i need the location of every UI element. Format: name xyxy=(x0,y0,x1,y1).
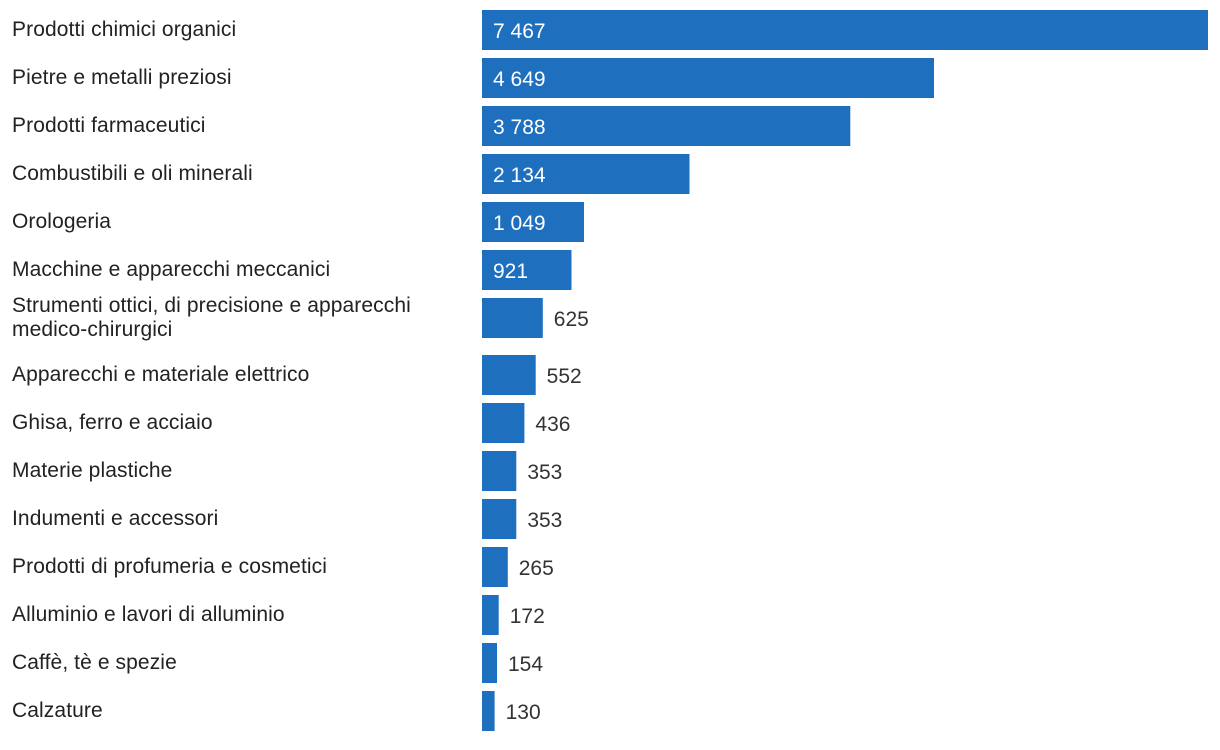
value-label: 7 467 xyxy=(493,20,546,43)
value-label: 1 049 xyxy=(493,212,546,235)
value-label: 353 xyxy=(527,461,562,484)
value-label: 921 xyxy=(493,260,528,283)
bar xyxy=(482,643,497,683)
category-label: Calzature xyxy=(12,699,103,722)
category-label: Prodotti chimici organici xyxy=(12,18,237,41)
category-label: Orologeria xyxy=(12,210,112,233)
category-label: Strumenti ottici, di precisione e appare… xyxy=(12,294,411,341)
category-label: Combustibili e oli minerali xyxy=(12,162,253,185)
bar xyxy=(482,451,517,491)
value-label: 625 xyxy=(554,308,589,331)
value-label: 154 xyxy=(508,653,543,676)
bar xyxy=(482,691,495,731)
value-label: 130 xyxy=(506,701,541,724)
bar xyxy=(482,499,517,539)
category-label: Pietre e metalli preziosi xyxy=(12,66,232,89)
category-label: Prodotti farmaceutici xyxy=(12,114,206,137)
bar xyxy=(482,154,690,194)
category-label: Apparecchi e materiale elettrico xyxy=(12,363,310,386)
category-label: Caffè, tè e spezie xyxy=(12,651,177,674)
bar xyxy=(482,202,584,242)
bar xyxy=(482,547,508,587)
bar xyxy=(482,355,536,395)
value-label: 353 xyxy=(527,509,562,532)
bar xyxy=(482,403,525,443)
bar xyxy=(482,58,934,98)
category-label: Indumenti e accessori xyxy=(12,507,219,530)
bar xyxy=(482,10,1208,50)
category-label: Ghisa, ferro e acciaio xyxy=(12,411,213,434)
value-label: 172 xyxy=(510,605,545,628)
value-label: 552 xyxy=(547,365,582,388)
category-label: Macchine e apparecchi meccanici xyxy=(12,258,331,281)
category-label: Materie plastiche xyxy=(12,459,173,482)
value-label: 2 134 xyxy=(493,164,546,187)
bar xyxy=(482,595,499,635)
bar xyxy=(482,298,543,338)
value-label: 3 788 xyxy=(493,116,546,139)
value-label: 4 649 xyxy=(493,68,546,91)
value-label: 436 xyxy=(535,413,570,436)
category-label: Alluminio e lavori di alluminio xyxy=(12,603,285,626)
bar xyxy=(482,250,572,290)
bar xyxy=(482,106,851,146)
category-label: Prodotti di profumeria e cosmetici xyxy=(12,555,328,578)
value-label: 265 xyxy=(519,557,554,580)
